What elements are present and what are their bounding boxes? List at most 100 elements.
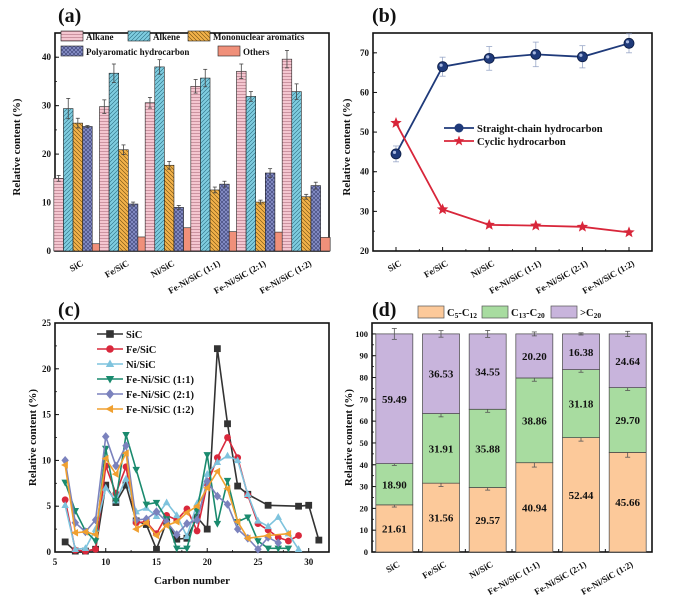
marker-diamond <box>223 499 232 509</box>
legend-swatch <box>481 305 509 319</box>
y-tick-label: 10 <box>360 525 369 535</box>
marker-square <box>122 481 130 489</box>
marker-triangle-up <box>102 483 110 491</box>
y-tick-label: 100 <box>355 329 368 339</box>
y-tick-label: 10 <box>42 198 52 208</box>
bar-polyaromatic-hydrocarbon <box>173 207 184 252</box>
marker-square <box>234 482 242 490</box>
y-tick-label: 90 <box>360 351 369 361</box>
data-point-star <box>623 226 635 238</box>
marker-square <box>305 501 313 509</box>
bar-alkene <box>108 72 119 252</box>
bar-mononuclear-aromatics <box>255 201 266 252</box>
series-line-straight-chain <box>395 42 630 155</box>
marker-triangle-up <box>61 501 69 509</box>
legend-label: C5-C12 <box>447 308 477 320</box>
x-tick-label: 30 <box>304 557 314 567</box>
stacked-bar-segment <box>375 504 414 553</box>
y-tick-label: 60 <box>360 87 370 97</box>
x-tick-label: SiC <box>386 258 403 274</box>
data-point-star <box>390 116 402 128</box>
marker-triangle-up <box>264 522 272 530</box>
marker-diamond <box>152 507 161 517</box>
marker-square <box>224 420 231 428</box>
marker-diamond <box>61 455 69 465</box>
marker-diamond <box>183 519 191 529</box>
marker-triangle-up <box>213 458 222 465</box>
marker-diamond <box>142 514 151 524</box>
legend-swatch <box>417 305 445 319</box>
data-label: 31.18 <box>569 399 594 411</box>
x-tick-label: Fe/SiC <box>420 559 448 581</box>
marker-triangle-down <box>132 466 140 474</box>
data-label: 40.94 <box>522 502 547 514</box>
legend-label: Fe/SiC <box>126 345 156 356</box>
bar-mononuclear-aromatics <box>301 196 312 252</box>
marker-diamond <box>102 432 110 442</box>
y-axis-label: Relative content (%) <box>11 98 23 195</box>
data-point-highlight <box>625 40 630 44</box>
x-tick-label: 10 <box>101 557 111 567</box>
marker-diamond <box>173 530 181 540</box>
marker-triangle-down <box>152 499 161 507</box>
legend-label: Ni/SiC <box>126 360 156 371</box>
marker-triangle-up <box>294 545 303 552</box>
bar-polyaromatic-hydrocarbon <box>310 185 321 252</box>
legend-swatch <box>217 45 241 57</box>
stacked-bar-segment <box>515 377 554 464</box>
marker-diamond <box>233 524 242 534</box>
data-label: 31.91 <box>429 443 454 455</box>
marker-square <box>213 345 221 353</box>
data-label: 20.20 <box>522 351 547 363</box>
legend-label: Alkane <box>86 32 114 42</box>
legend-label: Mononuclear aromatics <box>213 32 305 42</box>
y-tick-label: 40 <box>360 460 369 470</box>
data-point-star <box>483 218 495 230</box>
marker-triangle-left <box>192 502 200 510</box>
bar-alkene <box>63 108 74 252</box>
y-axis-label: Relative content (%) <box>27 389 39 486</box>
marker-triangle-left <box>213 467 221 476</box>
data-point-highlight <box>439 63 443 67</box>
data-point-circle <box>390 148 402 160</box>
y-tick-label: 70 <box>360 394 369 404</box>
marker-diamond <box>122 441 130 451</box>
y-tick-label: 50 <box>360 438 369 448</box>
marker-square <box>203 525 211 533</box>
marker-triangle-up <box>122 474 130 482</box>
marker-diamond <box>274 538 282 548</box>
stacked-bar-segment <box>608 333 647 388</box>
data-point-star <box>530 219 542 231</box>
marker-triangle-left <box>101 454 109 463</box>
data-point-circle <box>623 37 635 49</box>
x-tick-label: Ni/SiC <box>469 258 496 279</box>
marker-triangle-up <box>203 470 211 477</box>
y-tick-label: 40 <box>360 167 370 177</box>
data-label: 35.88 <box>475 443 500 455</box>
marker-triangle-left <box>71 529 79 537</box>
marker-triangle-left <box>172 518 180 526</box>
stacked-bar-segment <box>562 369 600 438</box>
marker-triangle-left <box>223 485 231 493</box>
marker-circle <box>213 454 221 462</box>
marker-triangle-left <box>162 521 170 530</box>
x-tick-label: Fe-Ni/SiC (1:2) <box>581 258 636 296</box>
marker-triangle-up <box>274 513 282 520</box>
y-tick-label: 20 <box>360 246 370 256</box>
marker-triangle-up <box>71 545 80 552</box>
data-point-circle <box>437 61 449 73</box>
x-tick-label: Fe/SiC <box>103 258 131 280</box>
marker-triangle-down <box>284 545 293 553</box>
data-label: 36.53 <box>429 369 454 381</box>
marker-square <box>61 538 69 546</box>
marker-triangle-up <box>105 359 115 368</box>
marker-circle <box>274 533 282 541</box>
stacked-bar-segment <box>562 437 600 553</box>
marker-circle <box>295 532 302 539</box>
x-tick-label: Fe-Ni/SiC (2:1) <box>534 258 589 296</box>
stacked-bar-segment <box>515 333 554 379</box>
legend-label: Fe-Ni/SiC (2:1) <box>126 390 194 401</box>
marker-triangle-up <box>173 511 181 519</box>
marker-triangle-left <box>203 484 210 492</box>
